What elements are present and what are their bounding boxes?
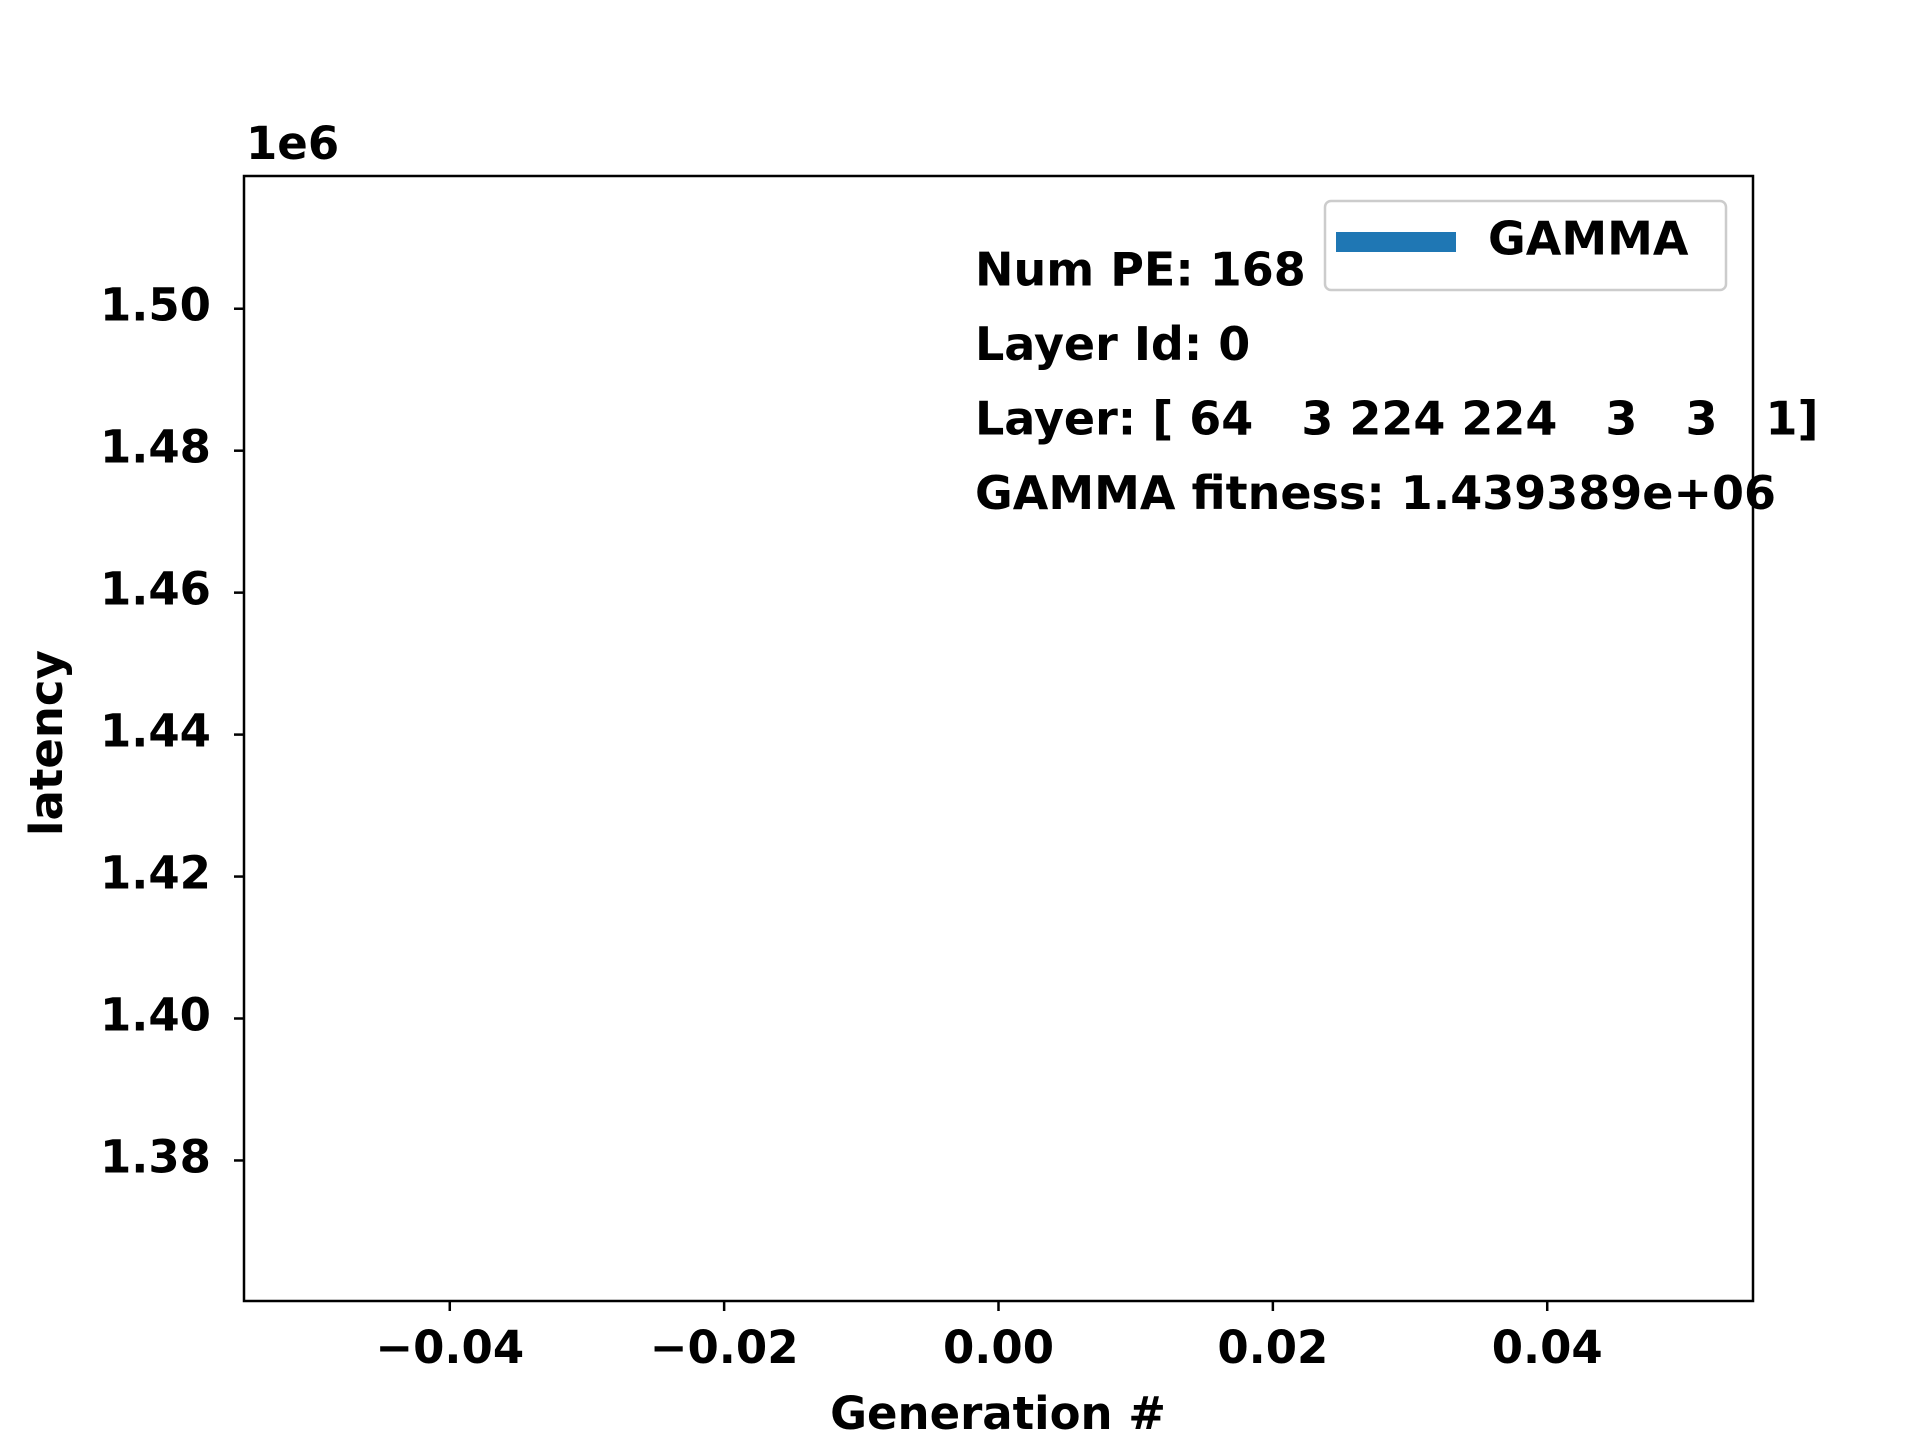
- annotation: GAMMA fitness: 1.439389e+06: [975, 466, 1776, 520]
- y-offset-label: 1e6: [246, 117, 339, 170]
- x-tick-label: −0.04: [375, 1321, 524, 1374]
- x-tick-label: 0.02: [1217, 1321, 1328, 1374]
- x-axis-label: Generation #: [830, 1387, 1166, 1440]
- x-tick-label: −0.02: [650, 1321, 799, 1374]
- legend-box: [1323, 199, 1728, 292]
- annotation: Layer: [ 64 3 224 224 3 3 1]: [975, 392, 1819, 446]
- annotation: Layer Id: 0: [975, 317, 1250, 371]
- y-tick-label: 1.40: [100, 989, 211, 1042]
- y-tick-label: 1.48: [100, 421, 211, 474]
- y-axis-label: latency: [20, 650, 73, 836]
- x-tick-label: 0.00: [943, 1321, 1054, 1374]
- y-tick-label: 1.44: [100, 705, 211, 758]
- legend-label: GAMMA: [1488, 212, 1689, 266]
- y-tick-label: 1.50: [100, 279, 211, 332]
- annotation: Num PE: 168: [975, 243, 1306, 297]
- y-tick-label: 1.46: [100, 563, 211, 616]
- y-tick-label: 1.38: [100, 1130, 211, 1183]
- y-tick-label: 1.42: [100, 847, 211, 900]
- x-tick-label: 0.04: [1492, 1321, 1603, 1374]
